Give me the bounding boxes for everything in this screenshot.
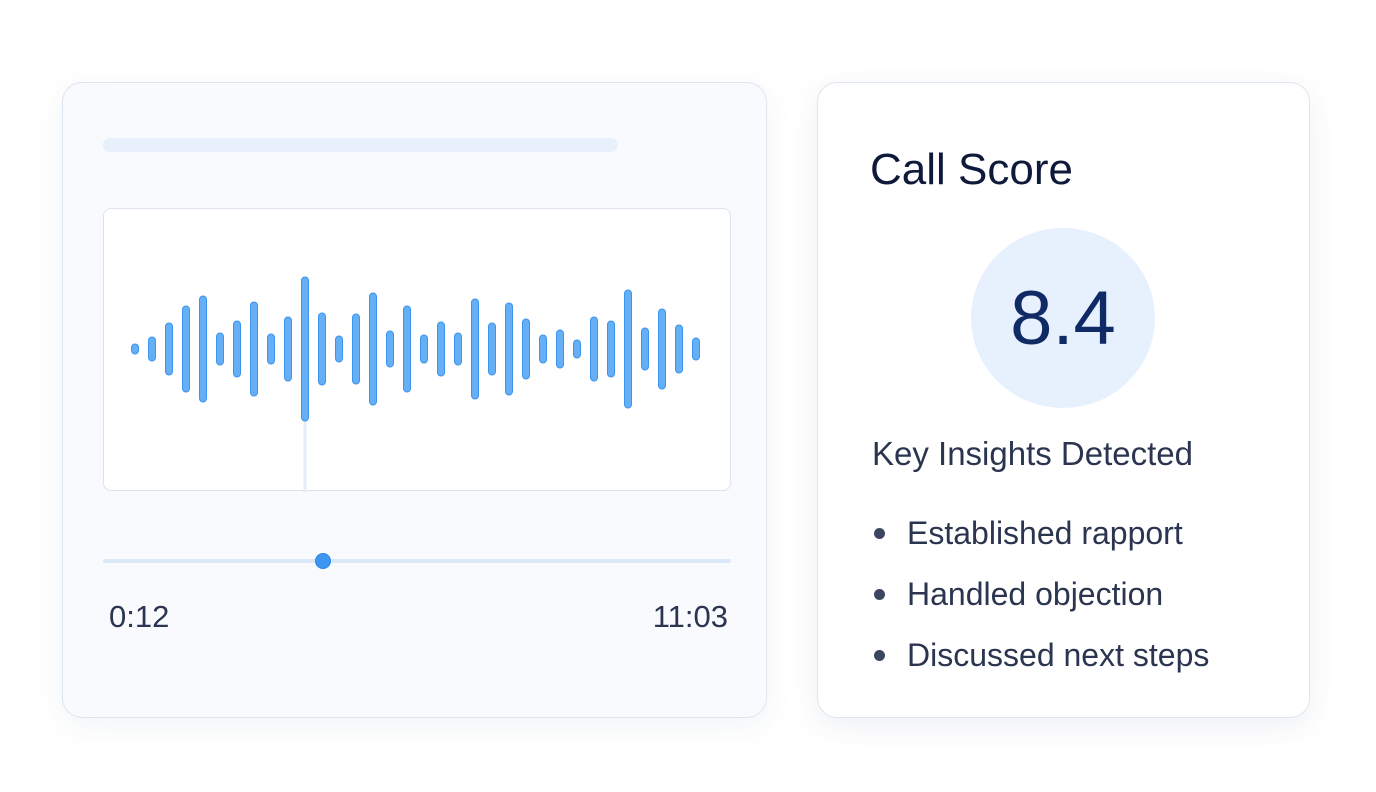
call-score-card: Call Score 8.4 Key Insights Detected Est… [817,82,1310,718]
insights-list: Established rapport Handled objection Di… [874,503,1209,686]
playback-slider[interactable] [103,553,731,569]
waveform-bar [182,305,190,393]
waveform-bar [505,302,513,396]
score-badge: 8.4 [971,228,1155,408]
waveform-bar [420,334,428,364]
waveform-bar [658,308,666,390]
waveform-bar [539,334,547,364]
total-time: 11:03 [652,599,728,634]
waveform-bar [692,337,700,361]
waveform-bar [573,339,581,359]
waveform-panel[interactable] [103,208,732,492]
waveform-bar [454,332,462,366]
waveform-bar [233,320,241,378]
waveform-bar [471,298,479,400]
title-placeholder-bar [103,138,618,152]
waveform-bar [199,295,207,403]
waveform-bar [386,330,394,368]
waveform-bar [675,324,683,374]
waveform-bar [165,322,173,376]
insight-item: Handled objection [874,564,1209,625]
waveform-bar [250,301,258,397]
bullet-icon [874,528,885,539]
waveform-bar [590,316,598,382]
waveform-bar [403,305,411,393]
waveform-bar [131,343,139,355]
bullet-icon [874,589,885,600]
score-title: Call Score [870,145,1073,194]
insights-heading: Key Insights Detected [872,435,1194,472]
current-time: 0:12 [109,599,170,634]
waveform-bar [624,289,632,409]
waveform-bar [267,333,275,365]
waveform-bar [284,316,292,382]
waveform-bar [488,322,496,376]
waveform-bar [148,336,156,362]
insight-item: Established rapport [874,503,1209,564]
waveform-bar [369,292,377,406]
waveform-bar [522,318,530,380]
waveform-bar [607,320,615,378]
waveform[interactable] [104,209,732,492]
waveform-bar [301,276,309,422]
waveform-bar [335,335,343,363]
waveform-bar [437,321,445,377]
waveform-bar [352,313,360,385]
waveform-bar [216,332,224,366]
waveform-bar [641,327,649,371]
waveform-bar [318,312,326,386]
waveform-bar [556,329,564,369]
insight-item: Discussed next steps [874,625,1209,686]
bullet-icon [874,650,885,661]
call-player-card: 0:12 11:03 [62,82,767,718]
slider-thumb[interactable] [314,553,331,569]
score-value: 8.4 [1010,275,1116,361]
